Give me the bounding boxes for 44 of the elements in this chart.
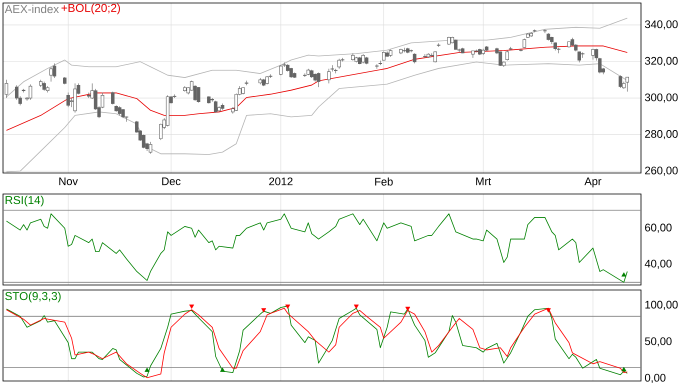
point — [285, 304, 290, 309]
candlestick — [193, 85, 197, 102]
candlestick — [4, 80, 8, 98]
candlestick — [519, 48, 523, 51]
y-tick-label: 280,00 — [645, 130, 678, 140]
line-series — [6, 213, 628, 283]
point — [354, 304, 359, 309]
candlestick — [591, 49, 595, 60]
point — [189, 304, 194, 309]
x-tick-label: Apr — [584, 178, 602, 188]
candlestick — [292, 72, 296, 78]
x-tick-label: Dec — [162, 178, 181, 186]
candlestick — [244, 80, 248, 86]
x-tick-label: Feb — [375, 178, 393, 186]
point — [220, 368, 225, 372]
y-tick-label: 260,00 — [645, 166, 678, 176]
y-tick-label: 100,00 — [645, 300, 678, 310]
line-series — [6, 18, 628, 98]
y-tick-label: 340,00 — [644, 20, 678, 30]
x-tick-label: Nov — [59, 178, 78, 186]
series-label: RSI(14) — [6, 196, 44, 206]
series-label: STO(9,3,3) — [5, 292, 61, 302]
point — [621, 366, 626, 372]
x-tick-label: 2012 — [269, 178, 293, 186]
candlestick — [220, 103, 224, 110]
y-tick-label: 0,00 — [644, 374, 666, 384]
point — [546, 308, 551, 313]
point — [144, 368, 150, 372]
candlestick — [543, 30, 547, 34]
line-series — [6, 46, 628, 131]
candlestick — [28, 84, 32, 100]
candlestick — [73, 83, 77, 114]
candlestick — [52, 63, 56, 78]
y-tick-label: 300,00 — [644, 94, 678, 103]
candlestick — [148, 142, 152, 154]
x-tick-label: Mrt — [476, 178, 492, 186]
y-tick-label: 320,00 — [644, 57, 678, 66]
point — [261, 308, 266, 313]
line-series — [6, 62, 628, 172]
y-tick-label: 40,00 — [644, 260, 672, 269]
y-tick-label: 50,00 — [644, 337, 672, 347]
text: +BOL(20;2) — [62, 4, 120, 14]
y-tick-label: 60,00 — [645, 224, 672, 233]
chart-title: AEX-index — [4, 4, 59, 14]
